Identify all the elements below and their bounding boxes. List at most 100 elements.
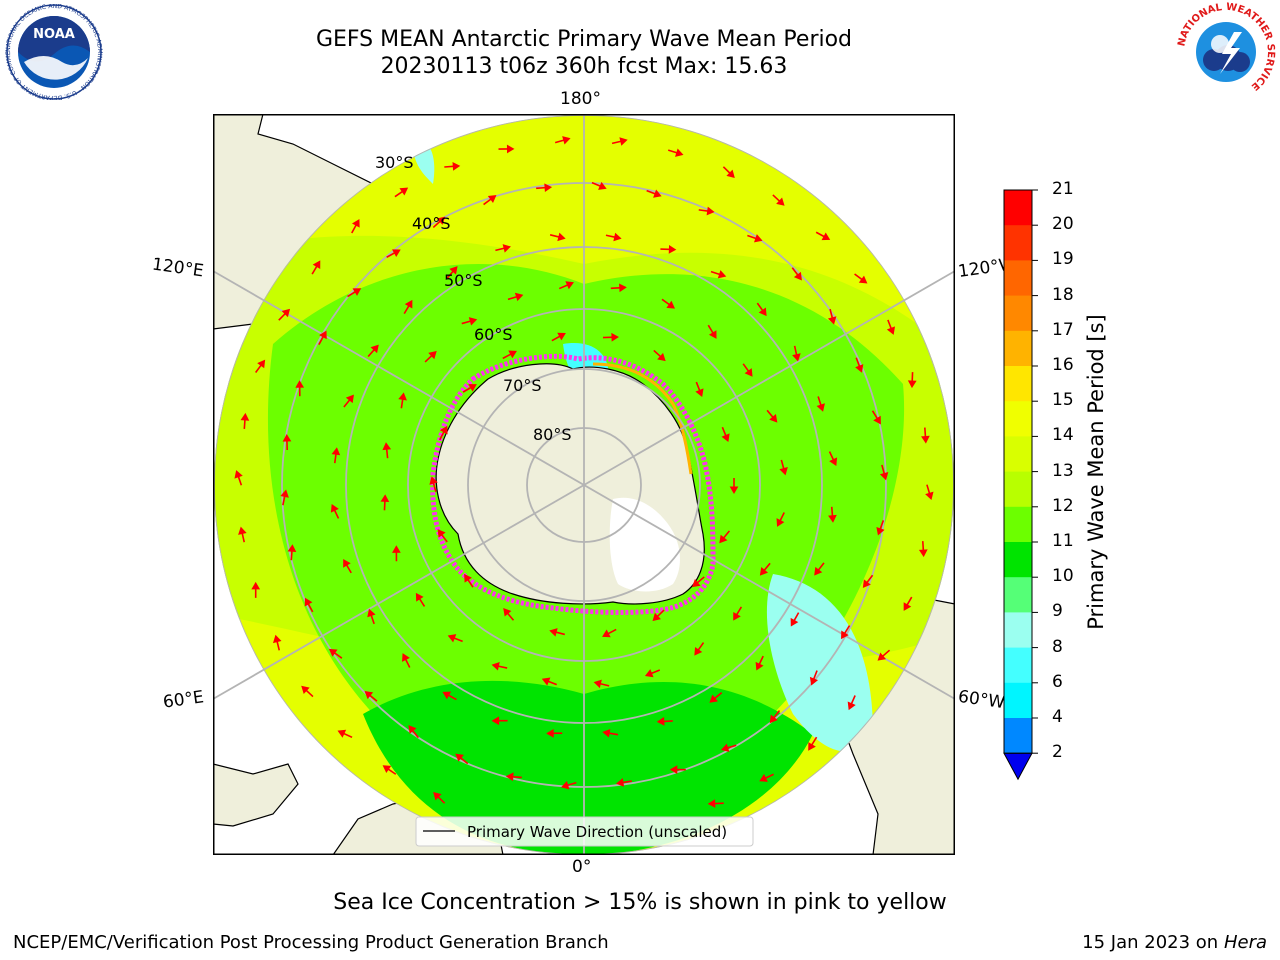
wave-arrow bbox=[461, 317, 478, 326]
wave-arrow bbox=[386, 249, 401, 258]
wave-arrow bbox=[879, 464, 889, 481]
colorbar-segment bbox=[1004, 366, 1032, 402]
wave-arrow bbox=[491, 662, 508, 671]
wave-arrow bbox=[755, 655, 764, 671]
lon-label-60w: 60°W bbox=[956, 686, 1007, 714]
wave-arrow bbox=[661, 298, 676, 309]
colorbar-segment bbox=[1004, 225, 1032, 261]
map-subtitle: 20230113 t06z 360h fcst Max: 15.63 bbox=[380, 54, 788, 79]
wave-arrow bbox=[918, 541, 928, 558]
wave-arrow bbox=[382, 442, 392, 459]
wave-arrow bbox=[551, 332, 566, 342]
wave-arrow bbox=[722, 166, 735, 179]
wave-arrow bbox=[759, 773, 774, 782]
colorbar-segment bbox=[1004, 542, 1032, 578]
wave-arrow bbox=[503, 608, 515, 621]
colorbar-extend-arrow bbox=[1003, 752, 1033, 781]
colorbar-tick-label: 8 bbox=[1052, 636, 1063, 657]
map-title: GEFS MEAN Antarctic Primary Wave Mean Pe… bbox=[315, 27, 853, 52]
wave-arrow bbox=[240, 412, 250, 429]
wave-arrow bbox=[698, 206, 715, 216]
wave-arrow bbox=[437, 529, 448, 543]
wave-arrow bbox=[694, 642, 705, 656]
wave-arrow bbox=[287, 544, 297, 561]
wave-arrow bbox=[491, 716, 508, 726]
wave-arrow bbox=[644, 669, 661, 678]
wave-arrow bbox=[854, 273, 868, 284]
wave-arrow bbox=[398, 392, 407, 409]
noaa-logo: NATIONAL OCEANIC AND ATMOSPHERIC ADMINIS… bbox=[4, 4, 103, 100]
wave-arrow bbox=[593, 679, 610, 689]
wave-arrow bbox=[364, 691, 378, 702]
wave-arrow bbox=[656, 717, 673, 726]
wave-arrow bbox=[667, 148, 684, 157]
wave-arrow bbox=[251, 581, 261, 598]
lat-label-50s: 50°S bbox=[444, 271, 483, 290]
wave-arrow bbox=[558, 281, 574, 290]
wave-arrow bbox=[560, 780, 577, 790]
wave-arrow bbox=[605, 232, 622, 242]
lon-label-60e: 60°E bbox=[161, 687, 206, 713]
wave-arrow bbox=[871, 410, 881, 425]
wave-arrow bbox=[408, 725, 419, 739]
wave-arrow bbox=[304, 597, 314, 613]
wave-arrow bbox=[877, 649, 891, 661]
colorbar-tick-label: 20 bbox=[1052, 214, 1074, 235]
lon-label-120e: 120°E bbox=[150, 254, 205, 282]
footer-credit: NCEP/EMC/Verification Post Processing Pr… bbox=[13, 932, 609, 953]
wave-arrow bbox=[847, 695, 856, 711]
footer-date: 15 Jan 2023 on Hera bbox=[1082, 932, 1267, 953]
colorbar-segment bbox=[1004, 471, 1032, 508]
wave-arrow bbox=[707, 799, 724, 808]
wave-arrow bbox=[808, 736, 818, 751]
wave-arrow bbox=[828, 506, 837, 523]
footer-date-text: 15 Jan 2023 on bbox=[1082, 932, 1219, 953]
wave-arrow bbox=[507, 292, 524, 302]
wave-arrow bbox=[464, 573, 474, 588]
wave-arrow bbox=[652, 609, 665, 622]
wave-arrow bbox=[841, 625, 851, 640]
wave-arrow bbox=[756, 302, 767, 317]
map-frame bbox=[213, 114, 955, 855]
lon-gridlines bbox=[213, 114, 955, 855]
wave-arrow bbox=[602, 728, 619, 738]
colorbar-tick-label: 11 bbox=[1052, 531, 1074, 551]
wave-arrow bbox=[776, 512, 785, 527]
wave-arrow bbox=[709, 692, 723, 703]
wave-arrow bbox=[779, 459, 788, 476]
colorbar-tick-label: 21 bbox=[1052, 179, 1074, 199]
wave-arrow bbox=[549, 628, 565, 637]
wave-arrow bbox=[429, 476, 438, 492]
footer-host: Hera bbox=[1223, 932, 1267, 953]
wave-arrow bbox=[282, 434, 292, 451]
wave-arrow bbox=[455, 753, 469, 765]
wave-arrow bbox=[907, 372, 917, 389]
wave-arrow bbox=[554, 136, 571, 145]
wave-arrow bbox=[790, 612, 800, 627]
lon-label-top: 180° bbox=[560, 89, 601, 109]
colorbar-tick-label: 6 bbox=[1052, 671, 1063, 692]
wave-arrow bbox=[769, 710, 781, 724]
wave-arrow bbox=[549, 232, 566, 242]
wave-arrow bbox=[438, 425, 448, 441]
lat-label-60s: 60°S bbox=[474, 325, 513, 344]
wave-arrow bbox=[382, 765, 397, 775]
wave-arrow bbox=[234, 470, 243, 486]
wave-arrow bbox=[311, 260, 321, 275]
wave-arrow bbox=[394, 187, 409, 198]
wave-arrow bbox=[380, 494, 390, 511]
colorbar-tick-label: 14 bbox=[1052, 425, 1074, 446]
wave-arrow bbox=[816, 396, 825, 412]
wave-arrow bbox=[402, 653, 411, 668]
wave-direction-arrows bbox=[234, 136, 934, 808]
wave-arrow bbox=[502, 350, 517, 360]
wave-arrow bbox=[695, 381, 704, 397]
colorbar-tick-label: 12 bbox=[1052, 495, 1074, 516]
wave-arrow bbox=[505, 772, 522, 782]
colorbar-segment bbox=[1004, 401, 1032, 437]
wave-arrow bbox=[254, 359, 266, 374]
colorbar-tick-label: 9 bbox=[1052, 601, 1063, 622]
wave-arrow bbox=[447, 634, 463, 643]
wave-arrow bbox=[392, 545, 401, 562]
wave-arrow bbox=[886, 319, 896, 335]
